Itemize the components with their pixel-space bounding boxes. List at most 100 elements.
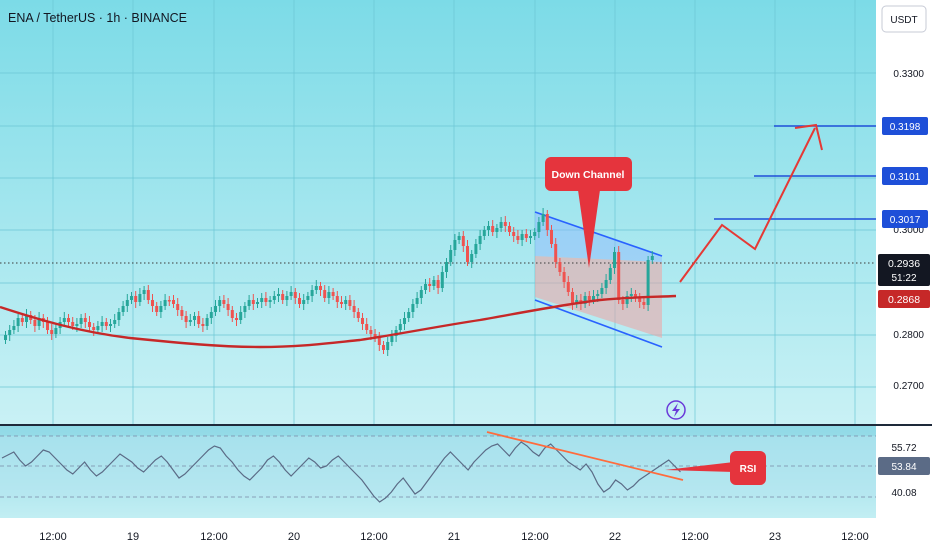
candle-body [566,282,570,292]
candle-body [386,342,390,350]
candle-body [268,300,272,302]
candle-body [130,296,133,300]
rsi-current-label[interactable]: 53.84 [878,457,930,475]
projection-arrow [679,123,823,283]
candle-body [75,324,79,326]
candle-body [436,280,440,288]
candle-body [25,315,28,322]
candle-body [226,304,230,310]
down-channel-callout[interactable]: Down Channel [545,157,632,268]
candle-body [608,268,612,280]
svg-text:0.3017: 0.3017 [890,215,921,226]
candle-body [33,320,37,326]
candle-body [625,296,629,304]
ma-price-label[interactable]: 0.2868 [878,290,930,308]
symbol-title[interactable]: ENA / TetherUS · 1h · BINANCE [8,11,187,25]
candle-body [138,294,142,302]
candle-body [369,330,373,334]
rsi-line [1,441,681,503]
candle-body [79,318,83,324]
candle-body [356,312,360,318]
candle-body [634,294,637,298]
candle-body [92,327,96,330]
candle-body [272,296,276,300]
down-channel[interactable] [534,211,663,348]
candle-body [230,310,234,318]
candle-body [293,292,297,298]
candle-body [184,316,188,322]
candle-body [117,312,121,320]
candle-body [499,222,503,228]
down-channel-label: Down Channel [552,169,625,181]
price-label-0.3017[interactable]: 0.3017 [882,210,928,228]
candle-body [54,328,58,334]
time-label: 20 [288,531,300,543]
currency-button[interactable]: USDT [881,5,927,33]
candle-body [193,316,196,320]
candle-body [352,306,356,312]
rsi-callout[interactable]: RSI [665,451,766,485]
candle-body [617,252,621,300]
time-label: 22 [609,531,621,543]
candle-body [558,262,562,272]
candle-body [650,256,654,260]
candle-body [361,318,364,324]
candle-body [340,302,343,304]
price-tick-0.2800: 0.2800 [893,330,924,341]
candle-body [163,300,167,306]
candle-body [88,322,91,327]
time-label: 12:00 [841,531,869,543]
candle-body [289,292,293,296]
candle-body [491,226,495,232]
candle-body [503,222,507,226]
candle-body [428,284,432,286]
candle-body [466,246,469,262]
time-axis[interactable] [0,518,932,550]
candle-body [508,226,511,232]
rsi-callout-label: RSI [740,464,757,475]
candle-body [575,300,579,304]
price-tick-0.3000-hidden: 0.3000 [893,225,924,236]
price-label-0.3198[interactable]: 0.3198 [882,117,928,135]
candle-body [310,290,314,296]
candle-body [415,298,419,304]
price-tick-0.2700: 0.2700 [893,381,924,392]
candle-body [260,298,264,302]
candle-body [306,296,310,300]
candle-body [205,318,209,326]
rsi-tick-40.08: 40.08 [891,488,916,499]
candle-body [285,296,289,300]
candle-body [314,286,318,290]
candle-body [302,300,306,304]
candle-body [432,280,436,286]
candle-body [251,300,255,304]
candle-body [516,236,520,240]
candle-body [348,300,352,306]
time-label: 12:00 [39,531,67,543]
candle-body [172,300,175,304]
bar-countdown: 51:22 [891,273,916,284]
current-price-label[interactable]: 0.2936 51:22 [878,254,930,286]
candle-body [390,336,394,342]
candle-body [642,302,646,305]
candle-body [83,318,87,322]
candle-body [587,296,591,300]
time-label: 12:00 [360,531,388,543]
time-label: 21 [448,531,460,543]
candle-body [562,272,566,282]
main-pane-background [0,0,876,424]
candle-body [218,300,222,306]
moving-average-line [0,294,677,349]
candle-body [331,292,335,296]
flash-icon[interactable] [666,400,686,420]
candle-body [524,234,528,238]
candle-body [20,318,24,322]
time-label: 19 [127,531,139,543]
candle-body [596,294,600,296]
candle-body [256,302,259,304]
price-label-0.3101[interactable]: 0.3101 [882,167,928,185]
svg-text:0.3101: 0.3101 [890,172,921,183]
candle-body [235,318,238,320]
candle-body [37,318,41,326]
